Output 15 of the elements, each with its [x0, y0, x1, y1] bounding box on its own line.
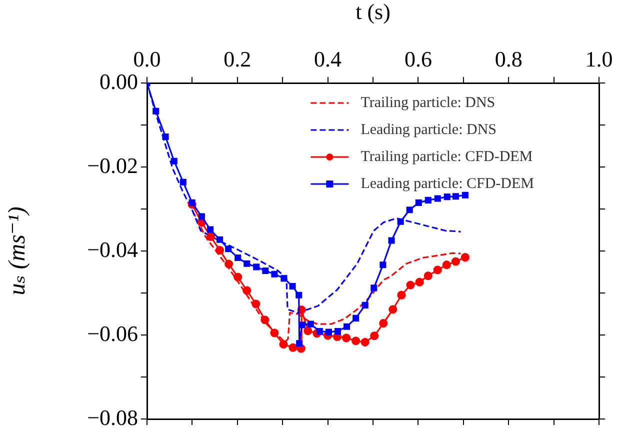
x-tick-label: 0.8 — [494, 46, 522, 72]
x-tick-label: 0.2 — [224, 46, 252, 72]
y-tick-label: −0.06 — [87, 320, 138, 346]
legend-label: Trailing particle: CFD-DEM — [360, 148, 533, 165]
x-tick-label: 0.6 — [404, 46, 432, 72]
y-tick-label: −0.02 — [87, 152, 138, 178]
x-tick-label: 1.0 — [585, 46, 613, 72]
y-axis-title: uₛ (ms⁻¹) — [4, 206, 31, 296]
legend-label: Leading particle: DNS — [360, 122, 497, 138]
x-axis-title: t (s) — [356, 0, 390, 24]
legend-label: Leading particle: CFD-DEM — [360, 176, 534, 192]
y-tick-label: −0.08 — [87, 404, 138, 430]
y-tick-label: −0.04 — [87, 236, 138, 262]
legend-label: Trailing particle: DNS — [360, 94, 496, 111]
x-tick-label: 0.4 — [314, 46, 342, 72]
